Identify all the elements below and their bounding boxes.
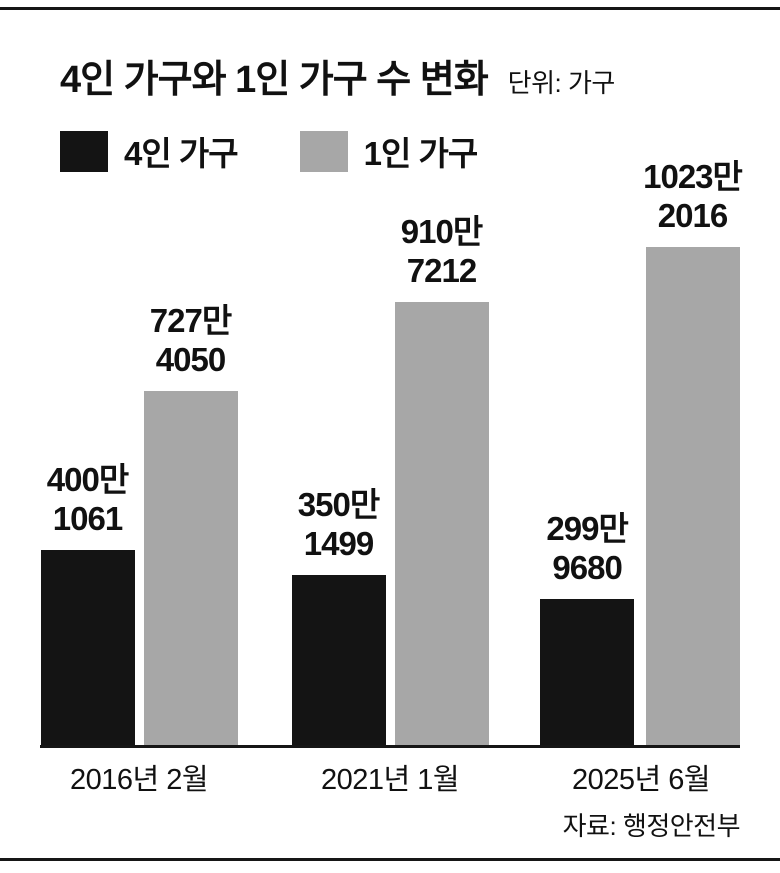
bar-group: 350만 1499 910만 7212	[291, 213, 489, 745]
bar-value-label: 299만 9680	[546, 510, 628, 586]
bar-with-label: 1023만 2016	[643, 158, 743, 745]
chart-header: 4인 가구와 1인 가구 수 변화 단위: 가구	[60, 48, 615, 103]
chart-title: 4인 가구와 1인 가구 수 변화	[60, 59, 489, 101]
source-label: 자료: 행정안전부	[562, 811, 741, 841]
bottom-rule	[0, 858, 780, 861]
legend-label: 1인 가구	[363, 135, 479, 172]
bar-value-label: 727만 4050	[149, 302, 232, 378]
top-rule	[0, 7, 780, 10]
bar-with-label: 299만 9680	[540, 510, 635, 745]
bar-group: 400만 1061 727만 4050	[40, 302, 238, 745]
bar-with-label: 350만 1499	[291, 486, 386, 745]
bar	[394, 302, 489, 745]
bar-group: 299만 9680 1023만 2016	[540, 158, 743, 745]
x-axis: 2016년 2월 2021년 1월 2025년 6월	[40, 756, 740, 798]
bar-value-label: 1023만 2016	[643, 158, 743, 234]
legend-swatch	[60, 130, 108, 172]
x-tick-label: 2021년 1월	[320, 764, 460, 796]
bar-value-label: 350만 1499	[297, 486, 380, 562]
x-tick-label: 2025년 6월	[571, 764, 711, 796]
bar-value-label: 400만 1061	[46, 461, 129, 537]
legend: 4인 가구 1인 가구	[60, 127, 479, 175]
bar	[143, 391, 238, 745]
bar	[540, 599, 635, 745]
bar-value-label: 910만 7212	[400, 213, 483, 289]
bar-with-label: 910만 7212	[394, 213, 489, 745]
bar	[291, 575, 386, 745]
bar-with-label: 727만 4050	[143, 302, 238, 745]
bar-with-label: 400만 1061	[40, 461, 135, 745]
legend-swatch	[299, 130, 348, 172]
legend-label: 4인 가구	[124, 135, 239, 172]
bar	[645, 247, 740, 745]
unit-label: 단위: 가구	[507, 68, 616, 98]
x-tick-label: 2016년 2월	[69, 764, 209, 796]
legend-item: 1인 가구	[299, 127, 479, 175]
plot-area: 400만 1061 727만 4050 350만 1499 910만 7212 299만 9680…	[40, 158, 743, 748]
bar	[40, 550, 135, 745]
legend-item: 4인 가구	[60, 127, 239, 175]
